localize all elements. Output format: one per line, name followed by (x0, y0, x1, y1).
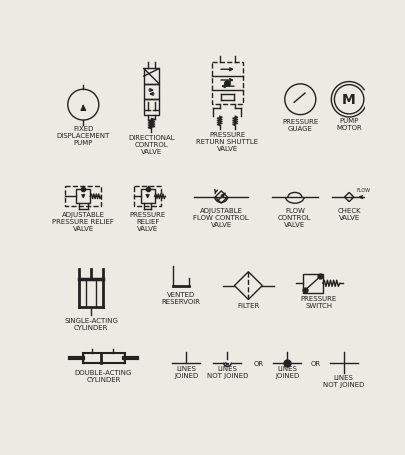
Bar (76, 189, 90, 203)
Text: LINES
JOINED: LINES JOINED (274, 366, 298, 379)
Text: DOUBLE-ACTING
CYLINDER: DOUBLE-ACTING CYLINDER (75, 369, 132, 383)
Bar (82, 354, 125, 363)
Text: OR: OR (253, 361, 263, 367)
Bar (143, 68, 159, 84)
Bar (140, 189, 154, 203)
Text: FILTER: FILTER (237, 303, 259, 309)
Text: ADJUSTABLE
PRESSURE RELIEF
VALVE: ADJUSTABLE PRESSURE RELIEF VALVE (52, 212, 114, 233)
Bar (143, 84, 159, 99)
Text: FIXED
DISPLACEMENT
PUMP: FIXED DISPLACEMENT PUMP (56, 126, 110, 146)
Text: PRESSURE
SWITCH: PRESSURE SWITCH (300, 296, 336, 309)
Text: FLOW
CONTROL
VALVE: FLOW CONTROL VALVE (277, 208, 311, 228)
Text: LINES
JOINED: LINES JOINED (174, 366, 198, 379)
Text: ADJUSTABLE
FLOW CONTROL
VALVE: ADJUSTABLE FLOW CONTROL VALVE (193, 208, 249, 228)
Bar (134, 186, 160, 206)
Text: PRESSURE
RETURN SHUTTLE
VALVE: PRESSURE RETURN SHUTTLE VALVE (196, 131, 258, 152)
Text: M: M (341, 93, 355, 107)
Text: LINES
NOT JOINED: LINES NOT JOINED (206, 366, 247, 379)
Text: CHECK
VALVE: CHECK VALVE (337, 208, 360, 221)
Text: DIRECTIONAL
CONTROL
VALVE: DIRECTIONAL CONTROL VALVE (128, 135, 175, 155)
Text: FLOW: FLOW (356, 188, 370, 193)
Text: SINGLE-ACTING
CYLINDER: SINGLE-ACTING CYLINDER (64, 318, 118, 331)
Text: LINES
NOT JOINED: LINES NOT JOINED (322, 375, 364, 388)
Text: VENTED
RESERVOIR: VENTED RESERVOIR (161, 292, 200, 305)
Text: PRESSURE
RELIEF
VALVE: PRESSURE RELIEF VALVE (129, 212, 165, 233)
Bar (65, 186, 101, 206)
Text: OR: OR (310, 361, 320, 367)
Text: PRESSURE
GUAGE: PRESSURE GUAGE (281, 118, 318, 131)
Bar (211, 62, 242, 104)
Bar (302, 274, 322, 293)
Bar (143, 99, 159, 115)
Text: PUMP
MOTOR: PUMP MOTOR (335, 118, 361, 131)
